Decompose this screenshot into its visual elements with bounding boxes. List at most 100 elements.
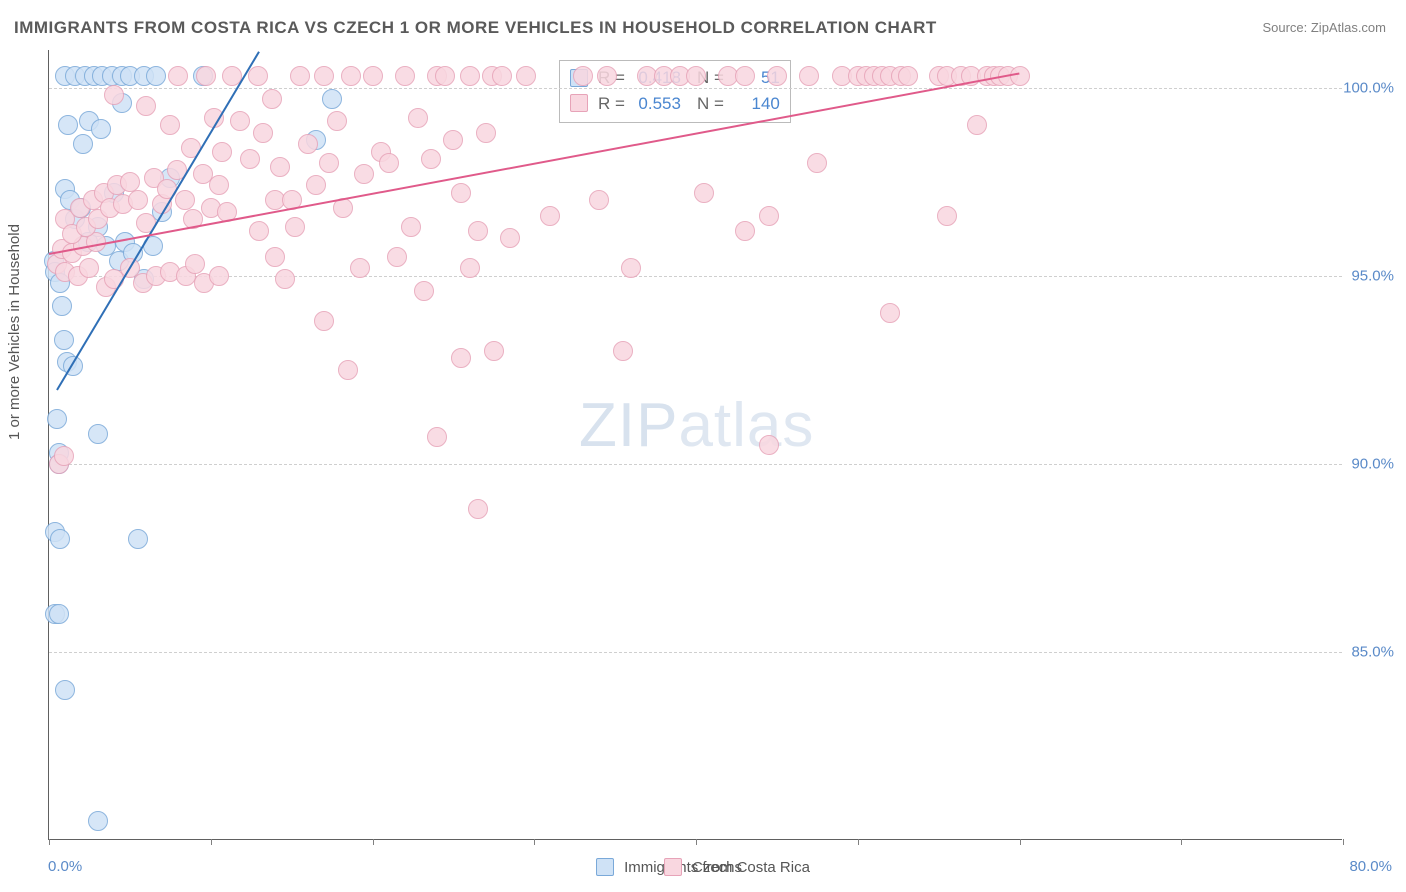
source-attribution: Source: ZipAtlas.com bbox=[1262, 20, 1386, 35]
data-point-czechs bbox=[314, 311, 334, 331]
data-point-czechs bbox=[319, 153, 339, 173]
data-point-costa_rica bbox=[88, 811, 108, 831]
data-point-czechs bbox=[451, 183, 471, 203]
data-point-czechs bbox=[212, 142, 232, 162]
watermark: ZIPatlas bbox=[579, 390, 814, 461]
trend-line-czechs bbox=[49, 73, 1020, 256]
data-point-czechs bbox=[421, 149, 441, 169]
data-point-czechs bbox=[262, 89, 282, 109]
legend-item-czechs: Czechs bbox=[664, 858, 742, 876]
x-tick-max: 80.0% bbox=[1349, 858, 1392, 875]
data-point-czechs bbox=[880, 303, 900, 323]
gridline-h bbox=[49, 652, 1342, 653]
data-point-czechs bbox=[468, 499, 488, 519]
data-point-czechs bbox=[613, 341, 633, 361]
x-tick-mark bbox=[858, 839, 859, 845]
data-point-czechs bbox=[248, 66, 268, 86]
data-point-czechs bbox=[298, 134, 318, 154]
data-point-czechs bbox=[270, 157, 290, 177]
gridline-h bbox=[49, 464, 1342, 465]
data-point-czechs bbox=[230, 111, 250, 131]
data-point-czechs bbox=[157, 179, 177, 199]
source-name: ZipAtlas.com bbox=[1311, 20, 1386, 35]
y-tick-label: 85.0% bbox=[1351, 643, 1394, 660]
data-point-czechs bbox=[573, 66, 593, 86]
gridline-h bbox=[49, 88, 1342, 89]
data-point-czechs bbox=[120, 172, 140, 192]
data-point-czechs bbox=[540, 206, 560, 226]
legend-label-czechs: Czechs bbox=[692, 859, 742, 876]
data-point-costa_rica bbox=[73, 134, 93, 154]
data-point-czechs bbox=[327, 111, 347, 131]
x-tick-mark bbox=[1020, 839, 1021, 845]
data-point-czechs bbox=[694, 183, 714, 203]
x-tick-mark bbox=[1181, 839, 1182, 845]
watermark-thin: atlas bbox=[678, 391, 814, 460]
data-point-czechs bbox=[136, 96, 156, 116]
watermark-bold: ZIP bbox=[579, 391, 678, 460]
data-point-costa_rica bbox=[50, 529, 70, 549]
data-point-czechs bbox=[408, 108, 428, 128]
data-point-czechs bbox=[314, 66, 334, 86]
data-point-czechs bbox=[735, 66, 755, 86]
data-point-czechs bbox=[476, 123, 496, 143]
data-point-costa_rica bbox=[58, 115, 78, 135]
data-point-czechs bbox=[387, 247, 407, 267]
data-point-czechs bbox=[209, 175, 229, 195]
legend-swatch-czechs bbox=[664, 858, 682, 876]
data-point-czechs bbox=[1010, 66, 1030, 86]
data-point-costa_rica bbox=[54, 330, 74, 350]
data-point-czechs bbox=[460, 258, 480, 278]
stats-row-czechs: R = 0.553 N = 140 bbox=[570, 91, 780, 117]
stats-swatch-czechs bbox=[570, 94, 588, 112]
data-point-czechs bbox=[363, 66, 383, 86]
data-point-czechs bbox=[290, 66, 310, 86]
data-point-czechs bbox=[185, 254, 205, 274]
x-tick-mark bbox=[49, 839, 50, 845]
stats-n-value: 140 bbox=[734, 91, 780, 117]
data-point-czechs bbox=[898, 66, 918, 86]
data-point-czechs bbox=[967, 115, 987, 135]
data-point-czechs bbox=[401, 217, 421, 237]
data-point-czechs bbox=[285, 217, 305, 237]
data-point-costa_rica bbox=[49, 604, 69, 624]
data-point-czechs bbox=[249, 221, 269, 241]
y-tick-label: 95.0% bbox=[1351, 267, 1394, 284]
data-point-czechs bbox=[209, 266, 229, 286]
data-point-czechs bbox=[338, 360, 358, 380]
data-point-costa_rica bbox=[322, 89, 342, 109]
data-point-czechs bbox=[175, 190, 195, 210]
data-point-czechs bbox=[414, 281, 434, 301]
data-point-czechs bbox=[621, 258, 641, 278]
data-point-czechs bbox=[500, 228, 520, 248]
data-point-czechs bbox=[168, 66, 188, 86]
y-tick-label: 100.0% bbox=[1343, 79, 1394, 96]
data-point-costa_rica bbox=[146, 66, 166, 86]
data-point-costa_rica bbox=[52, 296, 72, 316]
x-tick-mark bbox=[534, 839, 535, 845]
data-point-czechs bbox=[807, 153, 827, 173]
data-point-czechs bbox=[160, 115, 180, 135]
data-point-czechs bbox=[354, 164, 374, 184]
x-tick-mark bbox=[373, 839, 374, 845]
data-point-czechs bbox=[240, 149, 260, 169]
data-point-czechs bbox=[735, 221, 755, 241]
stats-r-label: R = bbox=[598, 91, 625, 117]
data-point-czechs bbox=[395, 66, 415, 86]
data-point-costa_rica bbox=[47, 409, 67, 429]
data-point-czechs bbox=[492, 66, 512, 86]
data-point-costa_rica bbox=[91, 119, 111, 139]
stats-n-label: N = bbox=[697, 91, 724, 117]
x-tick-mark bbox=[211, 839, 212, 845]
data-point-czechs bbox=[379, 153, 399, 173]
data-point-czechs bbox=[427, 427, 447, 447]
data-point-czechs bbox=[341, 66, 361, 86]
legend-swatch-costa_rica bbox=[596, 858, 614, 876]
data-point-czechs bbox=[759, 206, 779, 226]
data-point-czechs bbox=[443, 130, 463, 150]
data-point-czechs bbox=[686, 66, 706, 86]
data-point-czechs bbox=[451, 348, 471, 368]
data-point-czechs bbox=[767, 66, 787, 86]
stats-r-value: 0.553 bbox=[635, 91, 681, 117]
data-point-costa_rica bbox=[88, 424, 108, 444]
